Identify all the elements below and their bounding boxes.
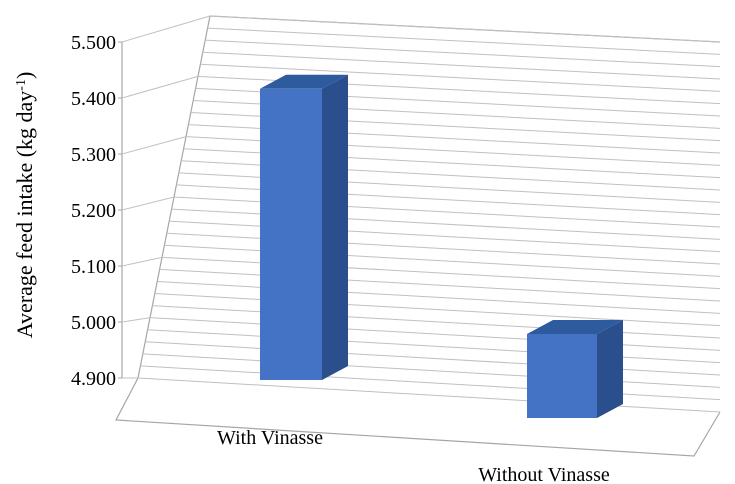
gridline xyxy=(166,232,721,265)
bar-top xyxy=(527,320,623,334)
gridline xyxy=(161,256,721,290)
floor-outline xyxy=(115,377,721,457)
bar-front xyxy=(260,88,322,381)
gridline xyxy=(164,244,721,277)
gridline xyxy=(157,280,721,314)
gridline xyxy=(147,329,721,364)
gridline-left xyxy=(121,256,163,267)
gridline xyxy=(207,27,721,55)
bar-2 xyxy=(527,320,623,418)
y-tick-label: 5.000 xyxy=(71,312,116,334)
bars xyxy=(260,74,623,418)
y-tick-label: 5.100 xyxy=(71,256,116,278)
bar-side xyxy=(597,320,623,418)
gridline-left xyxy=(121,75,199,99)
gridline xyxy=(178,172,721,203)
gridline xyxy=(209,15,721,43)
chart-walls xyxy=(115,15,721,457)
gridline xyxy=(140,365,721,401)
gridline xyxy=(159,268,721,302)
y-axis-title-suffix: ) xyxy=(12,72,37,79)
gridline xyxy=(176,184,721,216)
y-axis-title: Average feed intake (kg day-1) xyxy=(12,72,37,339)
gridline xyxy=(149,317,721,351)
y-axis-title-superscript: -1 xyxy=(14,79,29,91)
bar-front xyxy=(527,334,597,418)
bar-top xyxy=(260,74,348,89)
y-tick-label: 5.200 xyxy=(71,200,116,222)
y-tick-label: 4.900 xyxy=(71,368,116,390)
gridline-left xyxy=(121,317,151,323)
gridline xyxy=(171,208,721,240)
gridlines xyxy=(121,15,721,413)
gridline xyxy=(169,220,721,253)
gridline xyxy=(137,377,721,413)
category-label-with-vinasse: With Vinasse xyxy=(217,427,323,449)
x-axis-labels: With Vinasse Without Vinasse xyxy=(217,427,610,484)
gridline xyxy=(173,196,721,228)
gridline xyxy=(145,341,721,376)
y-tick-label: 5.400 xyxy=(71,88,116,110)
gridline-left xyxy=(121,136,187,155)
bar-1 xyxy=(260,74,348,381)
bar-side xyxy=(322,74,348,381)
gridline-left xyxy=(121,196,175,211)
back-wall-outline xyxy=(137,15,721,379)
category-label-without-vinasse: Without Vinasse xyxy=(478,464,610,484)
y-axis-ticks: 4.900 5.000 5.100 5.200 5.300 5.400 5.500 xyxy=(71,32,122,390)
gridline xyxy=(200,63,721,92)
gridline-left xyxy=(121,15,211,43)
gridline xyxy=(152,305,721,339)
gridline xyxy=(154,293,721,327)
y-tick-label: 5.300 xyxy=(71,144,116,166)
gridline xyxy=(142,353,721,388)
y-axis-title-main: Average feed intake (kg day xyxy=(12,91,37,339)
gridline xyxy=(202,51,721,80)
gridline xyxy=(205,39,721,68)
y-tick-label: 5.500 xyxy=(71,32,116,54)
